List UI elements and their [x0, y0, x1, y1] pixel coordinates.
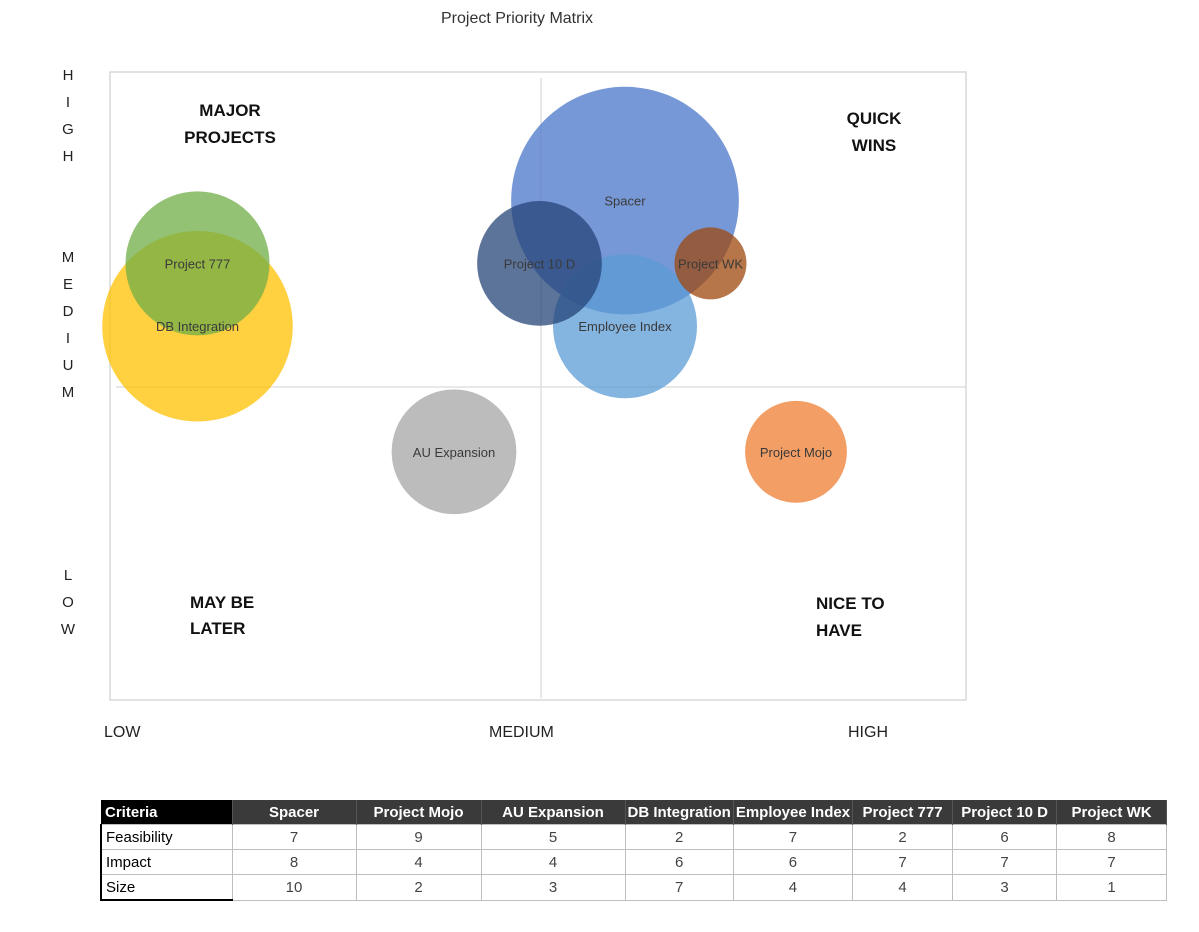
table-row: Size 10 2 3 7 4 4 3 1	[100, 874, 1168, 901]
criteria-table: Criteria Spacer Project Mojo AU Expansion D…	[100, 800, 1168, 901]
y-axis-medium-letter: E	[62, 276, 73, 293]
quadrant-label-top-right: QUICK WINS	[847, 109, 903, 155]
y-axis-medium-letter: U	[62, 357, 74, 374]
y-axis-low-letter: W	[60, 621, 76, 638]
bubble-project-10-d	[477, 201, 602, 326]
table-cell: 3	[952, 874, 1058, 901]
quadrant-label-bottom-right: NICE TO HAVE	[816, 594, 885, 640]
bubble-layer	[102, 86, 847, 515]
priority-matrix-chart: MAJOR PROJECTS QUICK WINS MAY BE LATER NICE…	[102, 71, 967, 701]
table-cell: 5	[480, 824, 626, 850]
table-column-header: Project 10 D	[952, 800, 1058, 825]
quadrant-label-bottom-left: MAY BE LATER	[190, 593, 254, 638]
table-cell: 4	[355, 849, 482, 875]
bubble-label-project-777: Project 777	[165, 256, 231, 271]
y-axis-high-letter: H	[62, 148, 74, 165]
plot-area-border	[109, 71, 967, 701]
table-cell: 3	[480, 874, 626, 901]
table-cell: 4	[732, 874, 854, 901]
bubble-label-au-expansion: AU Expansion	[413, 445, 495, 460]
y-axis-medium-letter: M	[61, 384, 75, 401]
table-cell: 1	[1056, 874, 1168, 901]
table-cell: 4	[852, 874, 954, 901]
bubble-project-777	[125, 191, 270, 336]
y-axis-high-letter: G	[62, 121, 74, 138]
table-header-criteria: Criteria	[101, 800, 233, 825]
table-cell: 7	[952, 849, 1058, 875]
table-cell: 7	[732, 824, 854, 850]
table-column-header: Employee Index	[733, 800, 854, 825]
x-axis-label-medium: MEDIUM	[489, 724, 554, 741]
x-axis-label-low: LOW	[104, 724, 141, 741]
y-axis-low-letter: O	[62, 594, 74, 611]
table-cell: 7	[1056, 849, 1168, 875]
bubble-label-project-10-d: Project 10 D	[504, 256, 576, 271]
bubble-label-employee-index: Employee Index	[578, 319, 672, 334]
y-axis-low-letter: L	[63, 567, 73, 584]
table-row: Feasibility 7 9 5 2 7 2 6 8	[100, 824, 1168, 850]
chart-title: Project Priority Matrix	[440, 10, 594, 27]
bubble-label-spacer: Spacer	[604, 194, 646, 209]
table-cell: 6	[624, 849, 734, 875]
table-cell: 8	[1056, 824, 1168, 850]
table-header-row: Criteria Spacer Project Mojo AU Expansion D…	[101, 800, 1168, 825]
table-cell: 7	[231, 824, 357, 850]
table-column-header: AU Expansion	[481, 800, 626, 825]
table-cell: 10	[231, 874, 357, 901]
y-axis-medium-letter: I	[65, 330, 71, 347]
bubble-label-project-mojo: Project Mojo	[760, 445, 832, 460]
x-axis-label-high: HIGH	[848, 724, 888, 741]
table-column-header: DB Integration	[625, 800, 734, 825]
table-cell: 6	[952, 824, 1058, 850]
bubble-label-db-integration: DB Integration	[156, 319, 239, 334]
table-row-label: Impact	[100, 849, 233, 875]
y-axis-high-letter: I	[65, 94, 71, 111]
table-cell: 8	[231, 849, 357, 875]
table-cell: 7	[624, 874, 734, 901]
table-cell: 2	[624, 824, 734, 850]
quadrant-label-top-left: MAJOR PROJECTS	[184, 101, 276, 147]
table-cell: 7	[852, 849, 954, 875]
table-cell: 9	[355, 824, 482, 850]
bubble-label-project-wk: Project WK	[678, 256, 743, 271]
bubble-project-wk	[674, 227, 747, 300]
table-row-label: Feasibility	[100, 824, 233, 850]
table-row: Impact 8 4 4 6 6 7 7 7	[100, 849, 1168, 875]
table-column-header: Project 777	[852, 800, 954, 825]
table-cell: 2	[355, 874, 482, 901]
y-axis-high-letter: H	[62, 67, 74, 84]
table-column-header: Project Mojo	[356, 800, 482, 825]
table-row-label: Size	[100, 874, 233, 901]
bubble-au-expansion	[391, 389, 517, 515]
bubble-project-mojo	[745, 400, 847, 503]
bubble-label-layer: Spacer DB Integration Project 777 Employee …	[156, 194, 832, 460]
y-axis-medium-letter: D	[62, 303, 74, 320]
table-column-header: Spacer	[232, 800, 357, 825]
table-column-header: Project WK	[1056, 800, 1168, 825]
y-axis-medium-letter: M	[61, 249, 75, 266]
table-cell: 6	[732, 849, 854, 875]
table-cell: 2	[852, 824, 954, 850]
table-cell: 4	[480, 849, 626, 875]
